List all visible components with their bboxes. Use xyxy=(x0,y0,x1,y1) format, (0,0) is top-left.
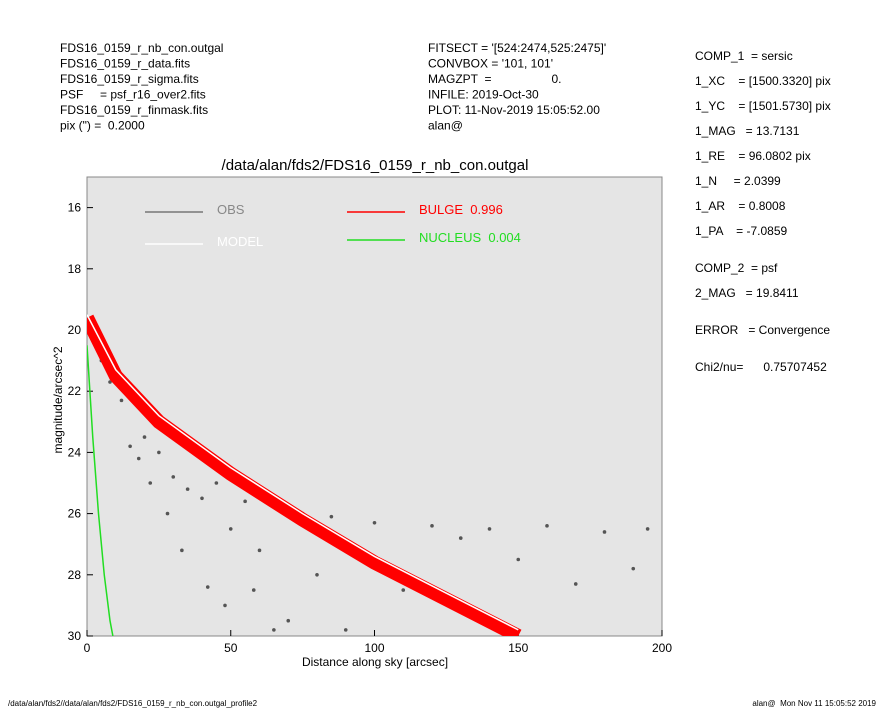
x-tick-label: 50 xyxy=(224,641,238,655)
obs-point xyxy=(573,582,578,586)
obs-point xyxy=(645,527,650,531)
fit-parameter: 1_YC = [1501.5730] pix xyxy=(695,99,831,113)
header-left-line: FDS16_0159_r_sigma.fits xyxy=(60,72,199,86)
obs-point xyxy=(185,487,190,491)
legend-label: BULGE 0.996 xyxy=(419,202,503,217)
fit-parameter: 1_PA = -7.0859 xyxy=(695,224,788,238)
header-middle-line: alan@ xyxy=(428,119,463,133)
fit-parameter: ERROR = Convergence xyxy=(695,323,830,337)
fit-parameter: 2_MAG = 19.8411 xyxy=(695,286,799,300)
obs-point xyxy=(430,524,434,528)
header-left-line: FDS16_0159_r_data.fits xyxy=(60,57,190,71)
obs-point xyxy=(136,456,141,461)
header-middle-line: FITSECT = '[524:2474,525:2475]' xyxy=(428,41,606,55)
obs-point xyxy=(205,585,210,589)
obs-point xyxy=(257,548,262,553)
obs-point xyxy=(108,380,112,384)
y-tick-label: 18 xyxy=(68,262,82,276)
obs-point xyxy=(243,499,247,504)
obs-point xyxy=(372,520,377,525)
x-axis-label: Distance along sky [arcsec] xyxy=(302,655,448,669)
x-tick-label: 150 xyxy=(508,641,528,655)
obs-point xyxy=(401,588,406,592)
obs-point xyxy=(545,524,549,528)
obs-point xyxy=(329,514,334,519)
obs-point xyxy=(631,566,636,571)
y-tick-label: 20 xyxy=(68,323,82,337)
y-tick-label: 30 xyxy=(68,629,82,643)
header-left-line: PSF = psf_r16_over2.fits xyxy=(60,88,206,102)
obs-point xyxy=(165,511,170,516)
obs-point xyxy=(516,557,521,562)
obs-point xyxy=(487,527,492,531)
obs-point xyxy=(119,398,124,403)
fit-parameter: Chi2/nu= 0.75707452 xyxy=(695,360,827,374)
fit-parameter: 1_XC = [1500.3320] pix xyxy=(695,74,831,88)
obs-point xyxy=(142,435,147,439)
obs-point xyxy=(171,475,176,479)
y-tick-label: 28 xyxy=(68,568,82,582)
obs-point xyxy=(214,481,219,485)
obs-point xyxy=(602,530,607,534)
y-tick-label: 24 xyxy=(68,445,82,459)
obs-point xyxy=(128,444,132,449)
header-middle-line: PLOT: 11-Nov-2019 15:05:52.00 xyxy=(428,103,600,117)
y-tick-label: 16 xyxy=(68,201,82,215)
fit-parameter: 1_MAG = 13.7131 xyxy=(695,124,800,138)
obs-point xyxy=(157,450,161,455)
footer-right: alan@ Mon Nov 11 15:05:52 2019 xyxy=(752,699,876,708)
profile-line xyxy=(87,314,522,636)
legend-label: OBS xyxy=(217,202,245,217)
chart-title: /data/alan/fds2/FDS16_0159_r_nb_con.outg… xyxy=(222,157,529,174)
fit-parameter: COMP_2 = psf xyxy=(695,261,778,275)
obs-point xyxy=(315,573,319,577)
legend-label: NUCLEUS 0.004 xyxy=(419,230,521,245)
fit-parameter: 1_N = 2.0399 xyxy=(695,174,781,188)
obs-point xyxy=(228,527,233,531)
header-left-line: pix (") = 0.2000 xyxy=(60,119,145,133)
obs-point xyxy=(286,618,291,623)
y-tick-label: 26 xyxy=(68,507,82,521)
y-tick-label: 22 xyxy=(68,384,82,398)
obs-point xyxy=(148,481,153,485)
footer-left: /data/alan/fds2//data/alan/fds2/FDS16_01… xyxy=(8,699,258,708)
obs-point xyxy=(180,548,184,553)
fit-parameter: COMP_1 = sersic xyxy=(695,49,793,63)
obs-point xyxy=(223,603,227,608)
legend-label: MODEL xyxy=(217,234,263,249)
y-axis-label: magnitude/arcsec^2 xyxy=(51,346,65,453)
header-middle-line: INFILE: 2019-Oct-30 xyxy=(428,88,539,102)
x-tick-label: 100 xyxy=(364,641,384,655)
fit-parameter: 1_AR = 0.8008 xyxy=(695,199,786,213)
obs-point xyxy=(200,496,204,501)
x-tick-label: 200 xyxy=(652,641,672,655)
profile-line xyxy=(87,314,519,631)
profile-line xyxy=(87,345,114,636)
header-middle-line: MAGZPT = 0. xyxy=(428,72,561,86)
obs-point xyxy=(251,588,256,592)
header-left-line: FDS16_0159_r_finmask.fits xyxy=(60,103,208,117)
obs-point xyxy=(458,536,463,540)
header-left-line: FDS16_0159_r_nb_con.outgal xyxy=(60,41,223,55)
header-middle-line: CONVBOX = '101, 101' xyxy=(428,57,553,71)
fit-parameter: 1_RE = 96.0802 pix xyxy=(695,149,811,163)
obs-point xyxy=(343,628,348,632)
obs-point xyxy=(272,628,276,632)
x-tick-label: 0 xyxy=(84,641,91,655)
